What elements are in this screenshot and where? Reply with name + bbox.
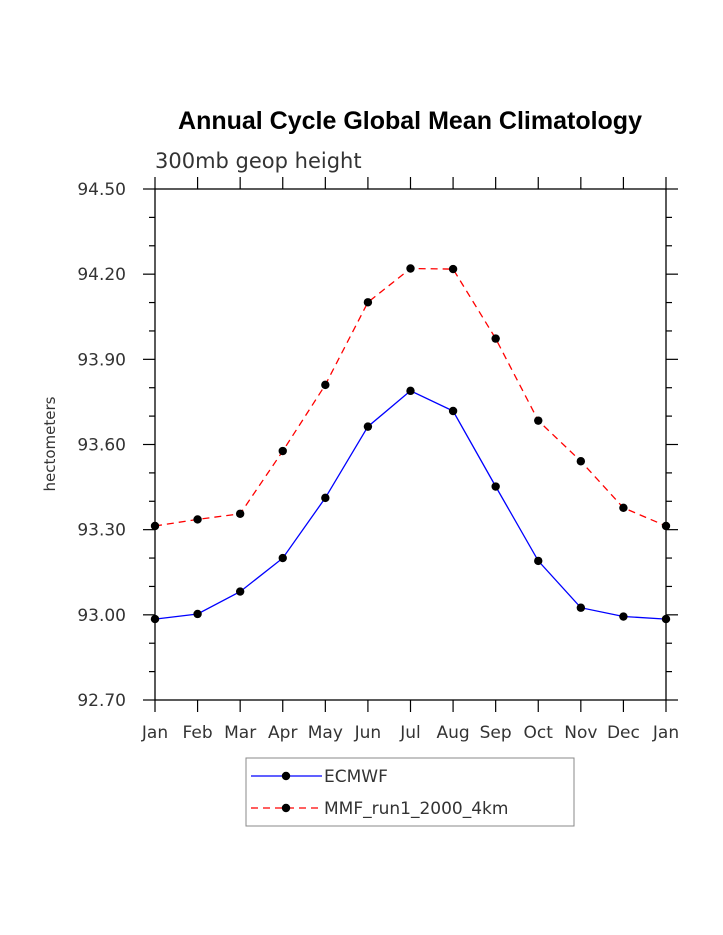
series-0-point bbox=[619, 612, 628, 621]
y-tick-label: 94.50 bbox=[77, 180, 126, 200]
x-tick-label: Jun bbox=[354, 723, 382, 743]
y-tick-label: 94.20 bbox=[77, 265, 126, 285]
series-0-point bbox=[661, 614, 671, 624]
x-tick-label: Oct bbox=[524, 723, 554, 743]
axis-ticks bbox=[143, 177, 678, 712]
series-1-point bbox=[193, 515, 202, 524]
series-group bbox=[150, 264, 671, 624]
series-0-point bbox=[491, 482, 500, 491]
x-tick-label: Apr bbox=[268, 723, 297, 743]
series-0-point bbox=[448, 406, 458, 416]
x-tick-label: Nov bbox=[564, 723, 597, 743]
legend-marker-ecmwf bbox=[281, 771, 291, 781]
series-1-point bbox=[278, 446, 287, 456]
series-0-point bbox=[235, 587, 245, 596]
series-0-point bbox=[193, 609, 202, 619]
series-0-point bbox=[576, 603, 586, 612]
legend-label-ecmwf: ECMWF bbox=[324, 767, 388, 787]
series-1-point bbox=[150, 521, 160, 531]
y-tick-labels: 92.70 93.00 93.30 93.60 93.90 94.20 94.50 bbox=[77, 180, 126, 711]
legend-label-mmf: MMF_run1_2000_4km bbox=[324, 799, 508, 819]
chart-title: Annual Cycle Global Mean Climatology bbox=[178, 107, 642, 135]
series-1-point bbox=[448, 264, 458, 274]
y-axis-label: hectometers bbox=[41, 396, 59, 491]
series-line-1 bbox=[154, 267, 667, 527]
series-0-point bbox=[534, 556, 543, 566]
x-tick-label: Jul bbox=[399, 723, 421, 743]
y-tick-label: 93.90 bbox=[77, 350, 126, 370]
series-1-point bbox=[406, 264, 415, 273]
x-tick-label: May bbox=[308, 723, 343, 743]
y-tick-label: 92.70 bbox=[77, 691, 126, 711]
x-tick-label: Aug bbox=[436, 723, 469, 743]
series-1-point bbox=[363, 298, 373, 307]
series-1-point bbox=[235, 509, 245, 518]
series-0-point bbox=[363, 422, 373, 431]
series-1-point bbox=[619, 503, 628, 513]
chart-subtitle: 300mb geop height bbox=[155, 149, 362, 173]
x-tick-label: Feb bbox=[183, 723, 213, 743]
y-tick-label: 93.60 bbox=[77, 436, 126, 456]
series-1-point bbox=[321, 380, 330, 390]
series-line-0 bbox=[154, 390, 667, 620]
x-tick-label: Sep bbox=[480, 723, 512, 743]
series-0-point bbox=[321, 493, 330, 503]
y-tick-label: 93.30 bbox=[77, 521, 126, 541]
legend: ECMWF MMF_run1_2000_4km bbox=[245, 757, 575, 827]
x-tick-label: Jan bbox=[141, 723, 168, 743]
series-1-point bbox=[576, 457, 586, 466]
x-tick-label: Jan bbox=[652, 723, 679, 743]
series-0-point bbox=[406, 386, 415, 396]
series-1-point bbox=[661, 521, 671, 531]
series-1-point bbox=[491, 334, 500, 343]
x-tick-label: Dec bbox=[607, 723, 640, 743]
x-tick-label: Mar bbox=[224, 723, 256, 743]
legend-box bbox=[245, 757, 575, 827]
series-0-point bbox=[150, 614, 160, 624]
y-tick-label: 93.00 bbox=[77, 606, 126, 626]
x-tick-labels: Jan Feb Mar Apr May Jun Jul Aug Sep Oct Nov Dec Jan bbox=[141, 723, 679, 743]
series-1-point bbox=[534, 416, 543, 425]
series-0-point bbox=[278, 553, 287, 563]
legend-marker-mmf bbox=[281, 803, 291, 813]
